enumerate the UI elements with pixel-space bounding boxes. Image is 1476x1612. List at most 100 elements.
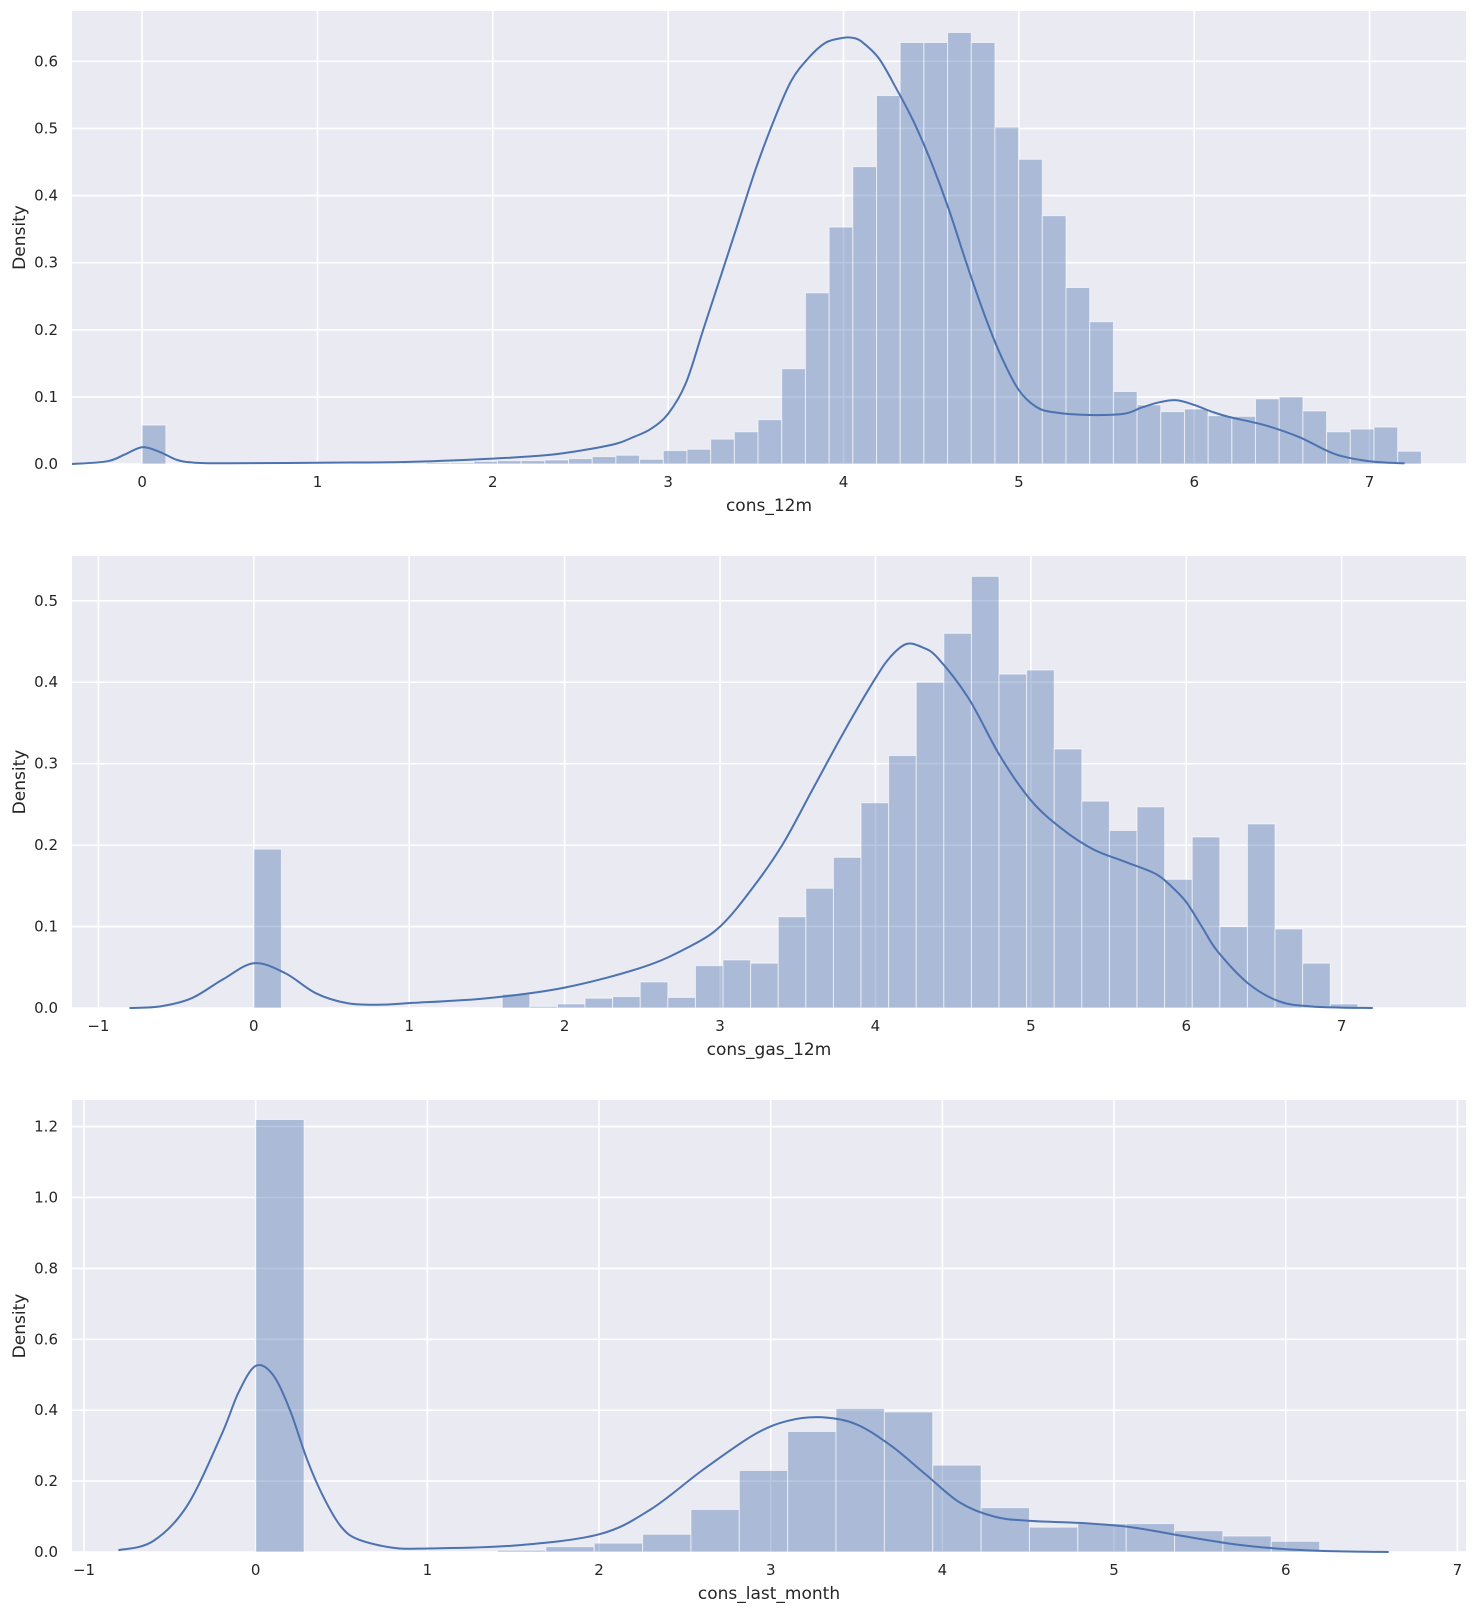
histogram-bar [529,1005,558,1009]
y-axis-label: Density [10,750,30,815]
x-tick-label: 7 [1337,1017,1347,1035]
histogram-bar [888,755,917,1009]
histogram-bar [994,126,1020,465]
histogram-bar [591,456,617,465]
histogram-bar [1136,806,1166,1009]
histogram-bar [1255,398,1280,465]
histogram-bar [1207,415,1233,465]
x-tick-label: 4 [839,473,849,491]
y-tick-label: 0.6 [34,52,58,70]
histogram-bar [1081,800,1110,1009]
y-tick-label: 0.4 [34,187,58,205]
histogram-bar [642,1533,692,1553]
histogram-bar [883,1411,934,1553]
x-tick-label: 0 [251,1561,261,1579]
histogram-bar [694,965,724,1009]
histogram-bar [402,462,427,465]
x-tick-label: 1 [423,1561,433,1579]
y-tick-label: 0.0 [34,999,58,1017]
histogram-bar [777,916,807,1009]
plot-area [72,11,1466,464]
y-tick-label: 0.2 [34,836,58,854]
histogram-bar [835,1407,885,1553]
histogram-bar [1164,878,1193,1009]
y-tick-label: 0.1 [34,918,58,936]
histogram-bar [1160,411,1185,465]
y-tick-label: 0.2 [34,321,58,339]
histogram-bar [545,1546,595,1553]
histogram-bar [1112,391,1138,465]
x-tick-label: 1 [313,473,323,491]
histogram-bar [615,454,641,465]
y-tick-label: 1.0 [34,1188,58,1206]
x-tick-label: 5 [1026,1017,1036,1035]
x-tick-label: 6 [1281,1561,1291,1579]
chart-panel-3: −1 0 1 2 3 4 5 6 7 0.0 0.2 0.4 0.6 0.8 1.0 1.2 cons_last… [10,1100,1466,1604]
y-axis-label: Density [10,205,30,270]
histogram-bar [473,460,498,465]
histogram-bar [520,460,546,465]
histogram-bar [757,419,783,465]
histogram-bar [1231,415,1257,465]
x-tick-label: 6 [1181,1017,1191,1035]
histogram-bar [738,1469,789,1553]
histogram-bar [568,458,593,465]
y-tick-label: 0.8 [34,1259,58,1277]
y-tick-label: 1.2 [34,1118,58,1136]
histogram-bar [496,460,522,465]
histogram-bar [255,1118,305,1553]
histogram-bar [1065,286,1091,465]
histogram-bar [750,962,779,1009]
histogram-bar [828,226,854,465]
x-tick-label: 3 [766,1561,776,1579]
x-tick-label: 1 [404,1017,414,1035]
histogram-bar [710,438,735,465]
histogram-bar [943,632,972,1009]
y-axis-label: Density [10,1294,30,1359]
x-tick-label: 4 [938,1561,948,1579]
histogram-bar [722,959,752,1009]
histogram-bar [544,459,570,465]
y-tick-label: 0.4 [34,1401,58,1419]
histogram-bar [667,996,696,1009]
x-tick-label: 5 [1109,1561,1119,1579]
y-tick-label: 0.0 [34,455,58,473]
histogram-bar [899,42,925,465]
histogram-bar [662,450,688,465]
histogram-bar [1246,823,1276,1009]
histogram-bar [1053,748,1083,1009]
histogram-bar [1326,431,1351,465]
plot-area [72,556,1466,1008]
histogram-bar [923,42,949,465]
histogram-bar [556,1003,586,1009]
histogram-bar [1183,408,1209,465]
y-tick-label: 0.5 [34,592,58,610]
histogram-bar [1026,669,1055,1009]
histogram-bar [449,462,475,465]
histogram-bar [1028,1526,1079,1553]
histogram-bar [832,856,862,1009]
histogram-bar [805,887,834,1009]
histogram-bar [947,31,972,465]
x-tick-label: 4 [871,1017,881,1035]
x-tick-label: 5 [1014,473,1024,491]
y-tick-label: 0.6 [34,1330,58,1348]
histogram-bar [860,802,890,1009]
histogram-bar [690,1508,740,1553]
histogram-bar [1041,215,1067,465]
x-tick-label: 2 [594,1561,604,1579]
chart-panel-2: −1 0 1 2 3 4 5 6 7 0.0 0.1 0.2 0.3 0.4 0.5 cons_gas_12m… [10,556,1466,1060]
histogram-bar [1191,836,1221,1009]
histogram-bar [998,673,1028,1009]
histogram-bar [1108,829,1138,1009]
histogram-bar [733,431,759,465]
x-tick-label: 0 [137,473,147,491]
y-tick-label: 0.5 [34,119,58,137]
histogram-bar [1373,426,1399,465]
histogram-bar [1270,1540,1321,1553]
y-tick-label: 0.1 [34,388,58,406]
histogram-bar [876,95,901,465]
x-tick-label: 2 [488,473,498,491]
histogram-bar [1089,321,1114,465]
